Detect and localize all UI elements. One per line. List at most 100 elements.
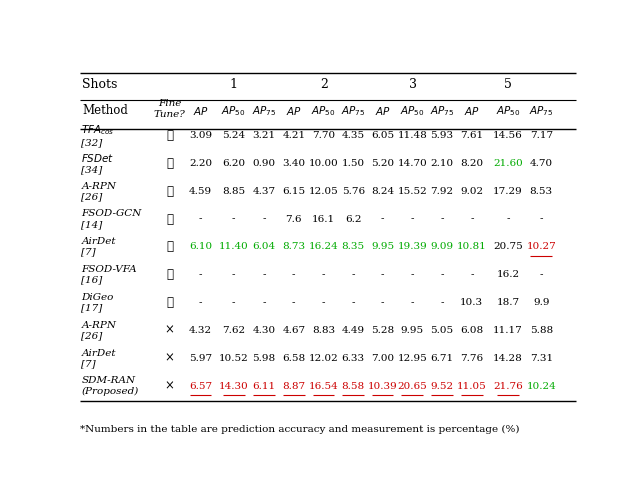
Text: 17.29: 17.29 (493, 187, 523, 196)
Text: 0.90: 0.90 (252, 159, 276, 168)
Text: -: - (351, 270, 355, 279)
Text: 14.30: 14.30 (219, 382, 248, 391)
Text: 6.71: 6.71 (431, 354, 454, 363)
Text: 10.81: 10.81 (457, 243, 486, 251)
Text: 8.20: 8.20 (460, 159, 483, 168)
Text: 9.09: 9.09 (431, 243, 454, 251)
Text: -: - (322, 298, 325, 307)
Text: A-RPN
[26]: A-RPN [26] (81, 321, 116, 340)
Text: 6.11: 6.11 (252, 382, 276, 391)
Text: 14.56: 14.56 (493, 131, 523, 140)
Text: -: - (440, 298, 444, 307)
Text: -: - (351, 298, 355, 307)
Text: 4.30: 4.30 (252, 326, 276, 335)
Text: -: - (470, 215, 474, 224)
Text: 5.88: 5.88 (530, 326, 553, 335)
Text: 14.28: 14.28 (493, 354, 523, 363)
Text: 7.00: 7.00 (371, 354, 394, 363)
Text: 5.76: 5.76 (342, 187, 365, 196)
Text: $FSDet$
[34]: $FSDet$ [34] (81, 152, 115, 175)
Text: 7.31: 7.31 (530, 354, 553, 363)
Text: 21.60: 21.60 (493, 159, 523, 168)
Text: -: - (411, 298, 414, 307)
Text: 10.27: 10.27 (527, 243, 556, 251)
Text: 3: 3 (410, 78, 417, 91)
Text: -: - (411, 270, 414, 279)
Text: 5.97: 5.97 (189, 354, 212, 363)
Text: 6.08: 6.08 (460, 326, 483, 335)
Text: 4.67: 4.67 (282, 326, 305, 335)
Text: Shots: Shots (83, 78, 118, 91)
Text: FSOD-GCN
[14]: FSOD-GCN [14] (81, 209, 142, 229)
Text: $AP_{50}$: $AP_{50}$ (496, 104, 520, 118)
Text: -: - (199, 215, 202, 224)
Text: $AP_{75}$: $AP_{75}$ (430, 104, 454, 118)
Text: ✓: ✓ (166, 185, 173, 198)
Text: -: - (381, 215, 384, 224)
Text: Method: Method (83, 104, 129, 117)
Text: FSOD-VFA
[16]: FSOD-VFA [16] (81, 265, 137, 285)
Text: 3.21: 3.21 (252, 131, 276, 140)
Text: -: - (232, 298, 236, 307)
Text: Fine
Tune?: Fine Tune? (154, 99, 186, 119)
Text: -: - (440, 215, 444, 224)
Text: -: - (199, 298, 202, 307)
Text: 5.24: 5.24 (222, 131, 245, 140)
Text: 8.85: 8.85 (222, 187, 245, 196)
Text: ✓: ✓ (166, 268, 173, 281)
Text: 2.10: 2.10 (431, 159, 454, 168)
Text: 19.39: 19.39 (397, 243, 427, 251)
Text: ✓: ✓ (166, 296, 173, 309)
Text: 12.95: 12.95 (397, 354, 427, 363)
Text: -: - (381, 298, 384, 307)
Text: 8.58: 8.58 (342, 382, 365, 391)
Text: 11.05: 11.05 (457, 382, 486, 391)
Text: 8.24: 8.24 (371, 187, 394, 196)
Text: 8.35: 8.35 (342, 243, 365, 251)
Text: 6.57: 6.57 (189, 382, 212, 391)
Text: 6.33: 6.33 (342, 354, 365, 363)
Text: 12.02: 12.02 (308, 354, 339, 363)
Text: $AP_{50}$: $AP_{50}$ (221, 104, 246, 118)
Text: AirDet
[7]: AirDet [7] (81, 237, 116, 256)
Text: -: - (232, 215, 236, 224)
Text: 7.76: 7.76 (460, 354, 483, 363)
Text: 7.61: 7.61 (460, 131, 483, 140)
Text: AirDet
[7]: AirDet [7] (81, 348, 116, 368)
Text: 4.59: 4.59 (189, 187, 212, 196)
Text: 6.20: 6.20 (222, 159, 245, 168)
Text: $AP$: $AP$ (286, 105, 301, 117)
Text: 16.1: 16.1 (312, 215, 335, 224)
Text: 10.39: 10.39 (368, 382, 397, 391)
Text: 8.53: 8.53 (530, 187, 553, 196)
Text: *Numbers in the table are prediction accuracy and measurement is percentage (%): *Numbers in the table are prediction acc… (80, 425, 520, 435)
Text: ✓: ✓ (166, 129, 173, 142)
Text: -: - (540, 270, 543, 279)
Text: 10.00: 10.00 (308, 159, 339, 168)
Text: -: - (292, 270, 296, 279)
Text: -: - (262, 215, 266, 224)
Text: 5.98: 5.98 (252, 354, 276, 363)
Text: 3.40: 3.40 (282, 159, 305, 168)
Text: -: - (232, 270, 236, 279)
Text: 6.2: 6.2 (345, 215, 362, 224)
Text: 8.83: 8.83 (312, 326, 335, 335)
Text: ×: × (165, 324, 175, 337)
Text: $AP_{75}$: $AP_{75}$ (341, 104, 365, 118)
Text: 6.05: 6.05 (371, 131, 394, 140)
Text: 8.73: 8.73 (282, 243, 305, 251)
Text: 7.92: 7.92 (431, 187, 454, 196)
Text: -: - (440, 270, 444, 279)
Text: 14.70: 14.70 (397, 159, 427, 168)
Text: 9.95: 9.95 (371, 243, 394, 251)
Text: $AP_{75}$: $AP_{75}$ (529, 104, 554, 118)
Text: -: - (470, 270, 474, 279)
Text: ✓: ✓ (166, 212, 173, 226)
Text: 11.17: 11.17 (493, 326, 523, 335)
Text: ✓: ✓ (166, 157, 173, 170)
Text: 4.32: 4.32 (189, 326, 212, 335)
Text: $AP$: $AP$ (193, 105, 209, 117)
Text: 4.35: 4.35 (342, 131, 365, 140)
Text: ✓: ✓ (166, 241, 173, 253)
Text: 1: 1 (229, 78, 237, 91)
